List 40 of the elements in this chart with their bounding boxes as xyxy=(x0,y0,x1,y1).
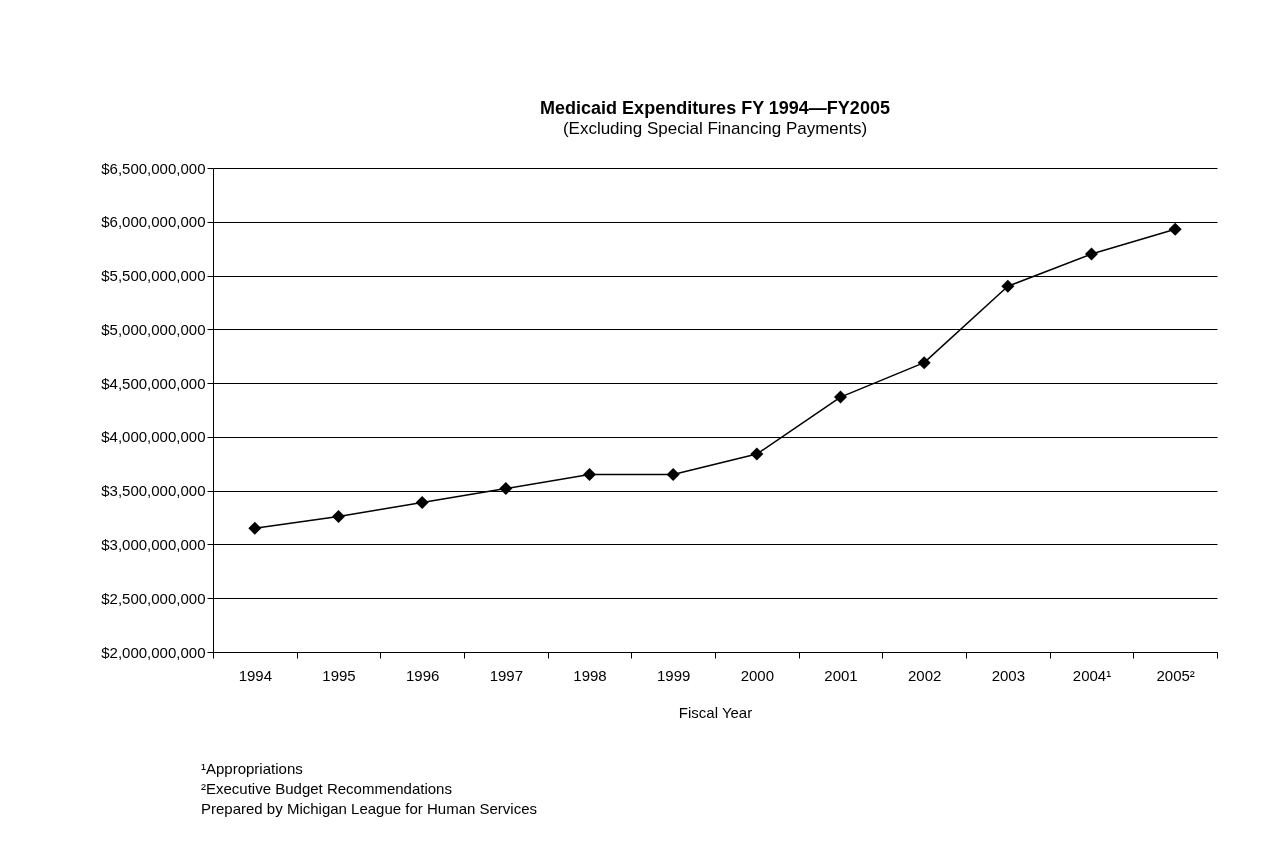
y-tick-label: $6,500,000,000 xyxy=(101,159,206,177)
x-tick-label: 2002 xyxy=(907,666,942,684)
x-tick-label: 1998 xyxy=(573,666,607,684)
point xyxy=(750,447,764,461)
y-tick-label: $2,000,000,000 xyxy=(101,643,206,661)
y-tick-label: $2,500,000,000 xyxy=(101,589,206,607)
chart-subtitle: (Excluding Special Financing Payments) xyxy=(562,119,868,138)
y-tick-label: $5,000,000,000 xyxy=(101,320,206,338)
text: ²Executive Budget Recommendations xyxy=(201,780,452,797)
x-tick-label: 1999 xyxy=(656,666,691,684)
x-tick-label: 1996 xyxy=(405,666,440,684)
x-tick-label: 1997 xyxy=(489,666,524,684)
point xyxy=(666,468,680,482)
point xyxy=(917,356,931,370)
point xyxy=(499,482,513,496)
text: Prepared by Michigan League for Human Services xyxy=(201,800,538,817)
point xyxy=(833,390,848,404)
y-tick-label: $6,000,000,000 xyxy=(101,213,206,231)
point xyxy=(248,521,262,535)
x-tick-label: 2004¹ xyxy=(1072,666,1112,684)
x-tick-label: 1994 xyxy=(238,666,273,684)
x-tick-label: 2005² xyxy=(1156,666,1195,684)
x-tick-label: 2000 xyxy=(740,666,775,684)
y-tick-label: $4,000,000,000 xyxy=(101,428,206,446)
y-tick-label: $5,500,000,000 xyxy=(101,267,206,285)
point xyxy=(415,495,429,510)
y-tick-label: $3,500,000,000 xyxy=(101,482,206,500)
x-tick-label: 2003 xyxy=(991,666,1026,684)
point xyxy=(1084,247,1099,261)
text: ¹Appropriations xyxy=(201,760,303,777)
point xyxy=(331,509,346,523)
x-axis-title: Fiscal Year xyxy=(678,703,753,721)
point xyxy=(582,468,597,482)
x-tick-label: 1995 xyxy=(322,666,356,684)
point xyxy=(1168,222,1182,236)
x-tick-label: 2001 xyxy=(824,666,858,684)
point xyxy=(1001,279,1015,293)
chart-title: Medicaid Expenditures FY 1994—FY2005 xyxy=(540,98,890,118)
y-tick-label: $3,000,000,000 xyxy=(101,535,206,553)
y-tick-label: $4,500,000,000 xyxy=(101,374,206,392)
